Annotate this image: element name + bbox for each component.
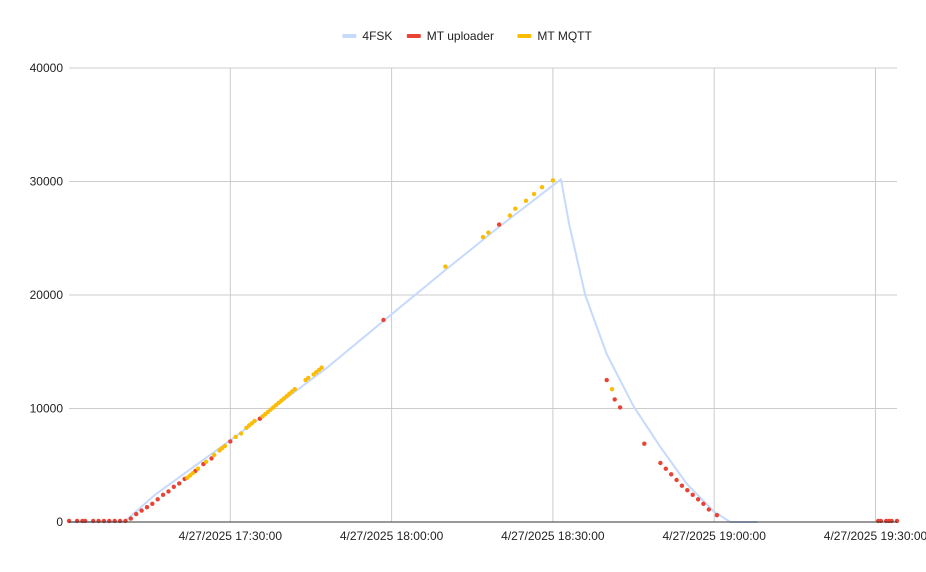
x-tick-label: 4/27/2025 19:30:00 [824, 529, 926, 543]
data-point-mt-mqtt [252, 418, 257, 424]
x-tick-label: 4/27/2025 18:30:00 [501, 529, 605, 543]
data-point-mt-uploader [685, 488, 690, 493]
legend: 4FSK MT uploader MT MQTT [342, 29, 593, 43]
data-point-mt-uploader [674, 477, 679, 483]
data-point-mt-mqtt [486, 230, 491, 235]
data-point-mt-uploader [139, 508, 144, 513]
legend-swatch [406, 34, 421, 38]
data-point-mt-mqtt [609, 387, 615, 392]
data-point-mt-uploader [690, 492, 695, 497]
data-point-mt-mqtt [523, 198, 529, 203]
data-point-mt-uploader [642, 441, 647, 446]
data-point-mt-mqtt [222, 443, 228, 449]
legend-label: MT uploader [427, 29, 494, 43]
x-tick-label: 4/27/2025 19:00:00 [662, 529, 766, 543]
y-tick-label: 0 [56, 515, 63, 529]
data-point-mt-mqtt [480, 234, 486, 240]
data-point-mt-uploader [695, 497, 701, 502]
data-point-mt-uploader [160, 492, 166, 497]
data-point-mt-uploader [381, 317, 386, 323]
series-line-4fsk [68, 178, 759, 523]
data-point-mt-uploader [663, 466, 668, 471]
gridlines [69, 67, 897, 522]
data-point-mt-mqtt [443, 264, 448, 269]
data-point-mt-mqtt [513, 206, 518, 211]
data-point-mt-mqtt [212, 452, 217, 458]
data-point-mt-uploader [144, 505, 150, 510]
data-point-mt-mqtt [531, 191, 537, 197]
data-point-mt-uploader [209, 456, 214, 461]
data-point-mt-uploader [679, 483, 685, 488]
data-point-mt-uploader [134, 511, 139, 517]
data-point-mt-mqtt [203, 459, 209, 464]
data-point-mt-uploader [177, 481, 182, 486]
data-point-mt-uploader [669, 472, 674, 477]
data-point-mt-uploader [150, 501, 155, 506]
legend-label: MT MQTT [537, 29, 592, 43]
data-point-mt-mqtt [238, 431, 244, 436]
data-point-mt-mqtt [190, 471, 195, 476]
data-point-mt-uploader [166, 489, 171, 494]
data-point-mt-uploader [604, 377, 609, 383]
plot-area [66, 178, 900, 524]
data-point-mt-uploader [658, 460, 663, 466]
y-tick-label: 10000 [30, 402, 64, 416]
legend-swatch [342, 34, 357, 38]
data-point-mt-mqtt [233, 434, 238, 440]
data-point-mt-mqtt [292, 387, 297, 392]
data-point-mt-uploader [155, 497, 160, 502]
data-point-mt-uploader [612, 397, 617, 402]
axes: 0 10000 20000 30000 40000 4/27/2025 17:30:00 4… [30, 61, 926, 543]
data-point-mt-uploader [128, 516, 133, 521]
data-point-mt-mqtt [550, 178, 556, 183]
data-point-mt-mqtt [507, 213, 513, 218]
data-point-mt-uploader [617, 405, 623, 410]
y-tick-label: 30000 [30, 175, 64, 189]
data-point-mt-uploader [706, 507, 711, 512]
data-point-mt-uploader [171, 484, 176, 489]
data-point-mt-mqtt [539, 185, 545, 190]
x-tick-label: 4/27/2025 18:00:00 [340, 529, 444, 543]
y-tick-label: 20000 [30, 288, 64, 302]
data-point-mt-uploader [496, 222, 502, 227]
x-tick-label: 4/27/2025 17:30:00 [179, 529, 283, 543]
legend-label: 4FSK [362, 29, 392, 43]
data-point-mt-uploader [714, 513, 720, 518]
data-point-mt-uploader [228, 439, 233, 444]
legend-swatch [517, 34, 532, 38]
data-point-mt-mqtt [195, 466, 201, 471]
data-point-mt-uploader [701, 501, 706, 506]
data-point-mt-mqtt [306, 375, 311, 381]
y-tick-label: 40000 [30, 61, 64, 75]
data-point-mt-mqtt [319, 365, 324, 370]
